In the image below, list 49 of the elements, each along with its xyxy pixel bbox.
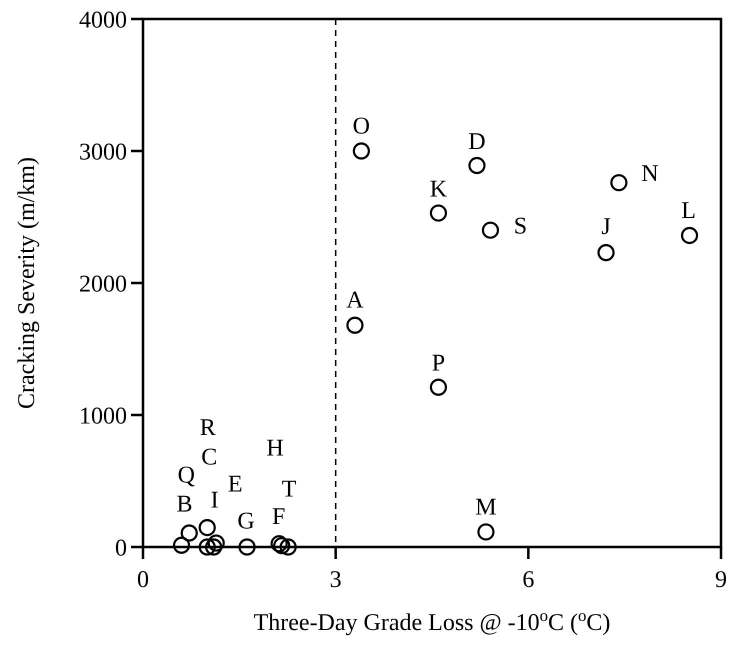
point <box>430 378 448 396</box>
annotation: E <box>228 471 243 498</box>
annotation: I <box>210 487 219 514</box>
x-tick-label: 0 <box>137 567 149 593</box>
annotation: Q <box>178 462 195 488</box>
annotation: L <box>681 198 696 224</box>
y-tick-label: 3000 <box>79 139 127 166</box>
annotation: F <box>272 504 286 530</box>
point <box>346 316 364 334</box>
y-tick-label: 2000 <box>79 271 127 298</box>
point <box>352 142 370 160</box>
point <box>597 244 615 262</box>
annotation: B <box>176 492 193 518</box>
y-axis-title: Cracking Severity (m/km) <box>14 157 40 409</box>
x-axis-title: Three-Day Grade Loss @ -10$^{o}$C ($^{o}$C) <box>254 606 610 636</box>
annotation: C <box>201 444 218 470</box>
point <box>180 524 198 542</box>
y-tick-label: 0 <box>115 535 127 562</box>
point <box>205 538 222 556</box>
x-tick-label: 9 <box>715 567 727 593</box>
point <box>477 523 495 541</box>
annotation: P <box>432 350 446 377</box>
annotation: M <box>475 494 497 520</box>
point <box>198 518 216 536</box>
annotation: H <box>266 436 284 462</box>
point <box>198 538 216 556</box>
annotation: R <box>200 415 216 442</box>
annotation: N <box>641 161 659 188</box>
annotation: G <box>237 508 255 534</box>
point <box>610 174 628 192</box>
annotation: O <box>352 113 370 140</box>
annotation: S <box>514 214 528 240</box>
point <box>468 156 486 174</box>
point <box>430 204 448 222</box>
point <box>482 222 500 239</box>
point <box>280 538 297 556</box>
point <box>208 534 225 552</box>
annotation: D <box>468 128 486 155</box>
annotation: T <box>282 476 297 502</box>
y-tick-label: 4000 <box>79 7 127 34</box>
x-tick-label: 6 <box>522 567 534 593</box>
annotation: K <box>430 176 448 202</box>
point <box>172 536 190 554</box>
point <box>680 226 698 244</box>
annotation: J <box>601 214 611 240</box>
annotation: A <box>346 288 364 314</box>
y-tick-label: 1000 <box>79 403 127 430</box>
x-tick-label: 3 <box>330 567 342 593</box>
point <box>238 538 256 556</box>
